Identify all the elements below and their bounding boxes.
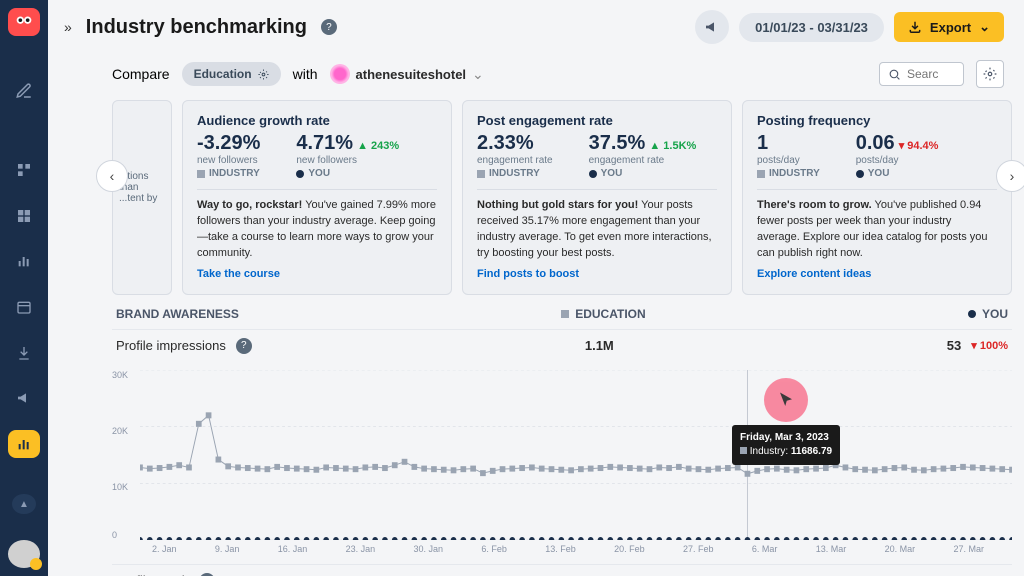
industry-tag: INDUSTRY (477, 168, 553, 179)
compose-icon[interactable] (8, 77, 40, 105)
impressions-chart: 30K 20K 10K 0 Friday, Mar 3, 2023 Indust… (112, 370, 1012, 540)
metric-sub: engagement rate (589, 155, 697, 166)
card-link[interactable]: Find posts to boost (477, 268, 579, 280)
segment-pill[interactable]: Education (182, 62, 281, 86)
nav-calendar-icon[interactable] (8, 293, 40, 321)
help-icon[interactable]: ? (321, 19, 337, 35)
row-you-value: 53 (947, 338, 961, 353)
you-tag: YOU (589, 168, 697, 179)
y-tick: 0 (112, 530, 117, 540)
you-tag: YOU (296, 168, 399, 179)
compare-bar: Compare Education with athenesuiteshotel… (48, 54, 1024, 100)
industry-value: 2.33% (477, 132, 553, 155)
nav-download-icon[interactable] (8, 339, 40, 367)
chart-tooltip: Friday, Mar 3, 2023 Industry: 11686.79 (732, 425, 840, 465)
section-title: BRAND AWARENESS (116, 307, 239, 321)
legend-dot-icon (968, 310, 976, 318)
cursor-highlight (764, 378, 808, 422)
gear-icon (258, 69, 269, 80)
legend-square-icon (561, 310, 569, 318)
with-label: with (293, 66, 318, 82)
industry-tag: INDUSTRY (757, 168, 820, 179)
you-delta: ▲ 243% (357, 140, 399, 152)
card-body: There's room to grow. You've published 0… (757, 189, 997, 262)
industry-tag: INDUSTRY (197, 168, 260, 179)
segment-label: Education (194, 67, 252, 81)
y-tick: 20K (112, 426, 128, 436)
rail-collapse-icon[interactable]: ▲ (12, 494, 36, 515)
nav-streams-icon[interactable] (8, 156, 40, 184)
search-input[interactable] (907, 67, 955, 81)
topbar: » Industry benchmarking ? 01/01/23 - 03/… (48, 0, 1024, 54)
cards-prev-button[interactable]: ‹ (96, 160, 128, 192)
search-box[interactable] (879, 62, 964, 86)
user-avatar[interactable] (8, 540, 40, 568)
settings-button[interactable] (976, 60, 1004, 88)
account-picker[interactable]: athenesuiteshotel ⌄ (330, 64, 484, 84)
metric-sub: new followers (296, 155, 399, 166)
row-label: Profile impressions (116, 338, 226, 353)
date-range-picker[interactable]: 01/01/23 - 03/31/23 (739, 13, 884, 42)
card-engagement: Post engagement rate 2.33% engagement ra… (462, 100, 732, 295)
nav-grid-icon[interactable] (8, 202, 40, 230)
you-tag: YOU (856, 168, 939, 179)
app-logo[interactable] (8, 8, 40, 36)
profile-reach-row: Profile reach? 739K 23▾ 100% (112, 564, 1012, 576)
metric-cards-row: ‹ › ...tions than ...tent by Audience gr… (112, 100, 1012, 295)
you-delta: ▲ 1.5K% (649, 140, 696, 152)
card-link[interactable]: Explore content ideas (757, 268, 871, 280)
account-icon (330, 64, 350, 84)
nav-chart-icon[interactable] (8, 247, 40, 275)
cards-next-button[interactable]: › (996, 160, 1024, 192)
legend-you: YOU (982, 307, 1008, 321)
card-peek-left: ...tions than ...tent by (112, 100, 172, 295)
card-audience-growth: Audience growth rate -3.29% new follower… (182, 100, 452, 295)
y-tick: 30K (112, 370, 128, 380)
metric-sub: posts/day (856, 155, 939, 166)
you-delta: ▾ 94.4% (899, 140, 939, 152)
side-rail: ▲ (0, 0, 48, 576)
tooltip-label: Industry: (750, 446, 788, 457)
metric-sub: new followers (197, 155, 260, 166)
chevron-down-icon: ⌄ (979, 19, 990, 35)
export-label: Export (930, 20, 971, 35)
nav-analytics-icon[interactable] (8, 430, 40, 458)
card-title: Audience growth rate (197, 113, 437, 128)
compare-label: Compare (112, 66, 170, 82)
peek-text: ...tent by (119, 193, 165, 204)
help-icon[interactable]: ? (236, 338, 252, 354)
gear-icon (983, 67, 997, 81)
industry-value: -3.29% (197, 132, 260, 155)
you-value: 0.06 (856, 132, 895, 154)
y-tick: 10K (112, 482, 128, 492)
brand-awareness-header: BRAND AWARENESS EDUCATION YOU (112, 295, 1012, 329)
nav-megaphone-icon[interactable] (8, 384, 40, 412)
legend-industry: EDUCATION (575, 307, 645, 321)
row-industry-value: 1.1M (585, 338, 614, 353)
card-body: Way to go, rockstar! You've gained 7.99%… (197, 189, 437, 262)
row-you-delta: ▾ 100% (971, 339, 1008, 352)
metric-sub: engagement rate (477, 155, 553, 166)
page-title: Industry benchmarking (86, 16, 307, 39)
profile-impressions-row: Profile impressions? 1.1M 53 ▾ 100% (112, 329, 1012, 362)
account-name: athenesuiteshotel (356, 67, 467, 82)
card-posting-freq: Posting frequency 1 posts/day INDUSTRY 0… (742, 100, 1012, 295)
industry-value: 1 (757, 132, 820, 155)
tooltip-date: Friday, Mar 3, 2023 (740, 431, 832, 445)
you-value: 37.5% (589, 132, 646, 154)
expand-icon[interactable]: » (60, 15, 76, 39)
export-button[interactable]: Export ⌄ (894, 12, 1004, 42)
card-title: Posting frequency (757, 113, 997, 128)
announce-icon[interactable] (695, 10, 729, 44)
tooltip-value: 11686.79 (791, 446, 832, 457)
you-value: 4.71% (296, 132, 353, 154)
metric-sub: posts/day (757, 155, 820, 166)
chevron-down-icon: ⌄ (472, 66, 484, 83)
card-body: Nothing but gold stars for you! Your pos… (477, 189, 717, 262)
x-axis-labels: 2. Jan9. Jan16. Jan23. Jan30. Jan6. Feb1… (112, 544, 1012, 554)
card-link[interactable]: Take the course (197, 268, 280, 280)
card-title: Post engagement rate (477, 113, 717, 128)
search-icon (888, 68, 901, 81)
